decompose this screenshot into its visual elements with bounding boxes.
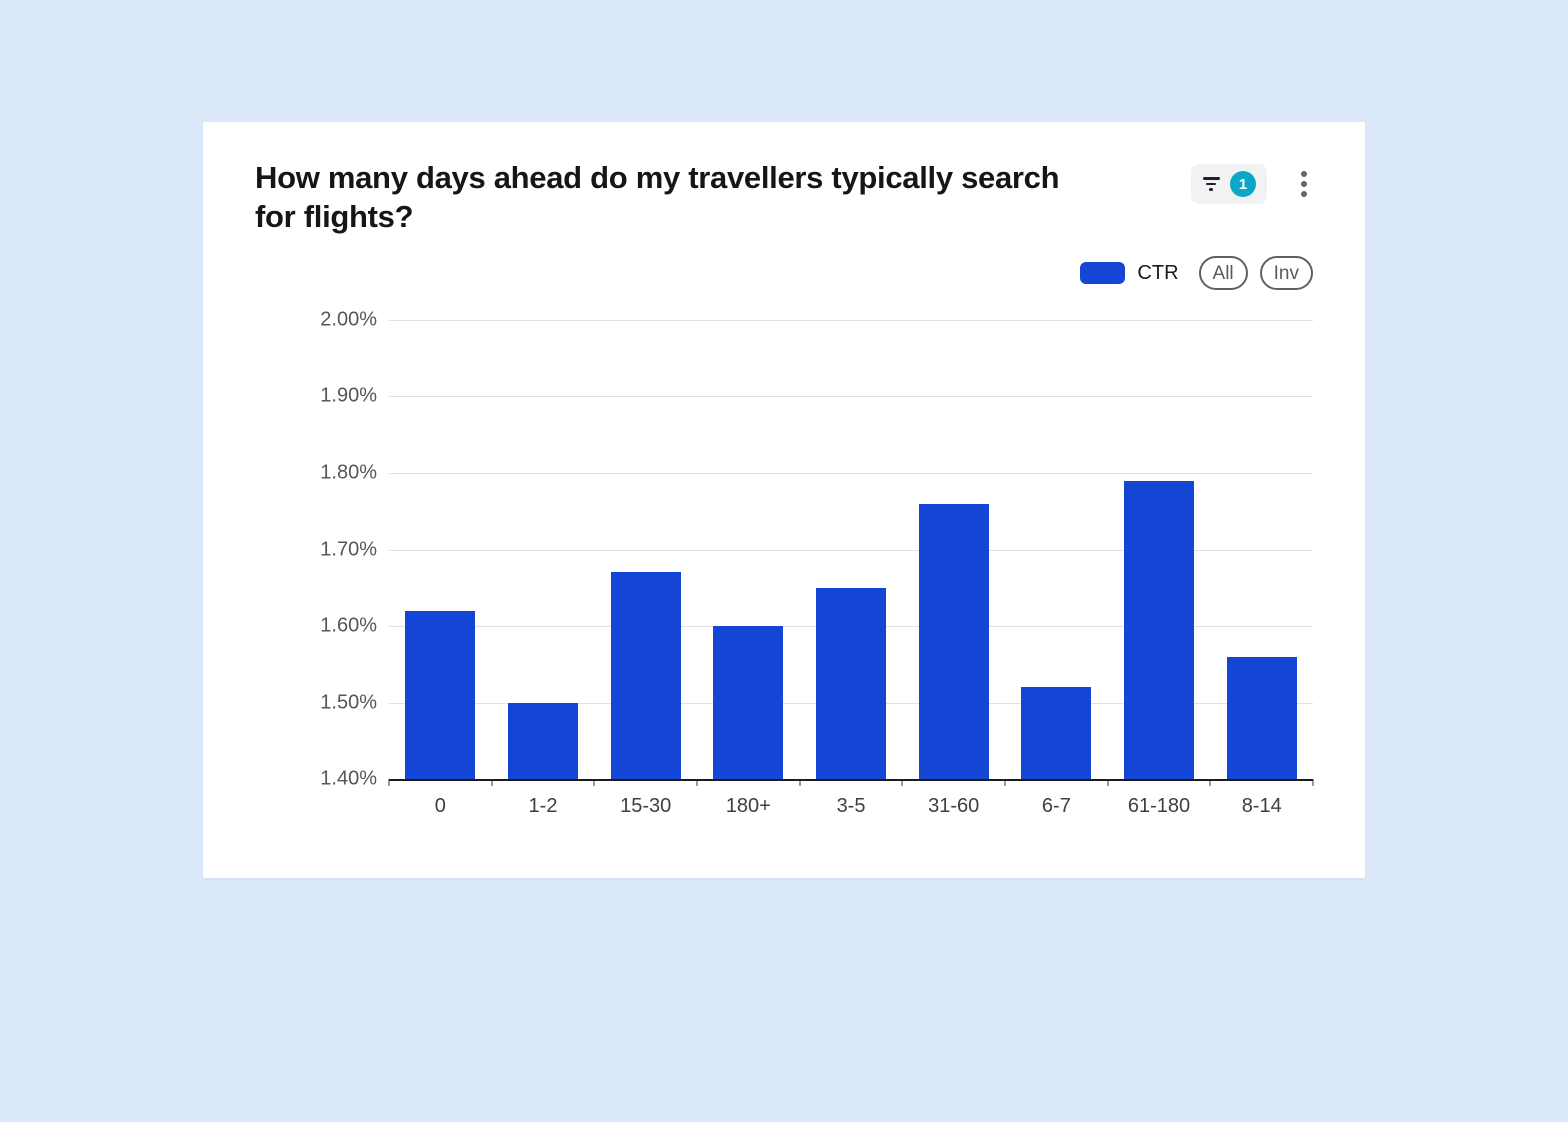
x-axis-tick-label: 8-14 (1241, 795, 1282, 817)
all-toggle-button[interactable]: All (1198, 256, 1248, 290)
plot-area (388, 320, 1314, 786)
chart-legend: CTR All Inv (255, 256, 1313, 290)
x-axis-labels: 0 1-2 15-30 180+ 3-5 31-60 6-7 61-180 8-14 (389, 795, 1313, 818)
gridline (389, 396, 1313, 398)
filter-button[interactable]: 1 (1191, 164, 1267, 204)
bar-slot (697, 320, 800, 779)
x-axis-tick-label: 6-7 (1041, 795, 1071, 817)
bar-0[interactable] (405, 610, 476, 779)
bar-8-14[interactable] (1226, 656, 1297, 779)
kebab-menu-icon[interactable] (1295, 167, 1313, 201)
bar-slot (1005, 320, 1108, 779)
y-axis-tick-label: 1.60% (320, 614, 377, 637)
x-axis-tick-mark (1312, 779, 1314, 786)
bar-6-7[interactable] (1021, 687, 1092, 779)
bar-slot (492, 320, 595, 779)
bar-slot (1210, 320, 1313, 779)
x-axis-tick-mark (388, 779, 390, 786)
bar-slot (594, 320, 697, 779)
x-axis-tick-label: 61-180 (1127, 795, 1191, 817)
gridline (389, 472, 1313, 474)
x-axis-tick-label: 180+ (725, 795, 771, 817)
page-title: How many days ahead do my travellers typ… (255, 160, 1060, 234)
x-axis-tick-mark (490, 779, 493, 786)
y-axis-tick-label: 1.50% (320, 691, 377, 713)
y-axis-tick-label: 1.80% (320, 461, 377, 484)
gridline (389, 320, 1313, 321)
bar-slot (902, 320, 1005, 779)
y-axis-labels: 1.40% 1.50% 1.60% 1.70% 1.80% 1.90% 2.00% (255, 309, 389, 790)
bar-slot (389, 320, 492, 779)
y-axis-tick-label: 1.40% (320, 767, 377, 790)
x-axis-ticks (388, 779, 1314, 787)
ctr-legend-label: CTR (1137, 261, 1179, 284)
x-axis-tick-label: 31-60 (928, 795, 980, 817)
y-axis-tick-label: 1.90% (320, 384, 377, 407)
x-axis-tick-mark (901, 779, 904, 786)
bars-container (389, 320, 1313, 779)
bar-15-30[interactable] (610, 572, 681, 779)
x-axis-tick-mark (695, 779, 698, 786)
header-controls: 1 (1191, 164, 1313, 204)
y-axis-tick-label: 2.00% (320, 308, 377, 331)
x-axis-tick-label: 3-5 (836, 795, 866, 817)
bar-1-2[interactable] (508, 702, 578, 779)
x-axis-tick-mark (1209, 779, 1212, 786)
bar-slot (1108, 320, 1211, 779)
card-header: How many days ahead do my travellers typ… (255, 158, 1313, 236)
gridline (389, 549, 1313, 551)
x-axis-tick-mark (593, 779, 596, 786)
chart-card: How many days ahead do my travellers typ… (203, 122, 1365, 878)
bar-slot (800, 320, 903, 779)
y-axis-tick-label: 1.70% (320, 538, 377, 560)
bar-chart: 1.40% 1.50% 1.60% 1.70% 1.80% 1.90% 2.00% 0 1-2… (255, 309, 1314, 818)
bar-31-60[interactable] (918, 503, 989, 779)
x-axis-tick-mark (1003, 779, 1006, 786)
x-axis-tick-label: 1-2 (528, 795, 558, 817)
filter-count-badge: 1 (1230, 171, 1256, 197)
inv-toggle-button[interactable]: Inv (1259, 256, 1313, 290)
x-axis-tick-mark (1106, 779, 1109, 786)
bar-180+[interactable] (713, 626, 784, 779)
bar-61-180[interactable] (1124, 480, 1195, 779)
x-axis-line (389, 779, 1313, 781)
ctr-legend-swatch (1080, 262, 1126, 284)
x-axis-tick-label: 0 (434, 795, 446, 817)
x-axis-tick-mark (798, 779, 801, 786)
bar-3-5[interactable] (816, 587, 887, 779)
plot-row: 1.40% 1.50% 1.60% 1.70% 1.80% 1.90% 2.00% (255, 309, 1314, 790)
filter-icon (1202, 177, 1220, 191)
x-axis-tick-label: 15-30 (620, 795, 672, 817)
